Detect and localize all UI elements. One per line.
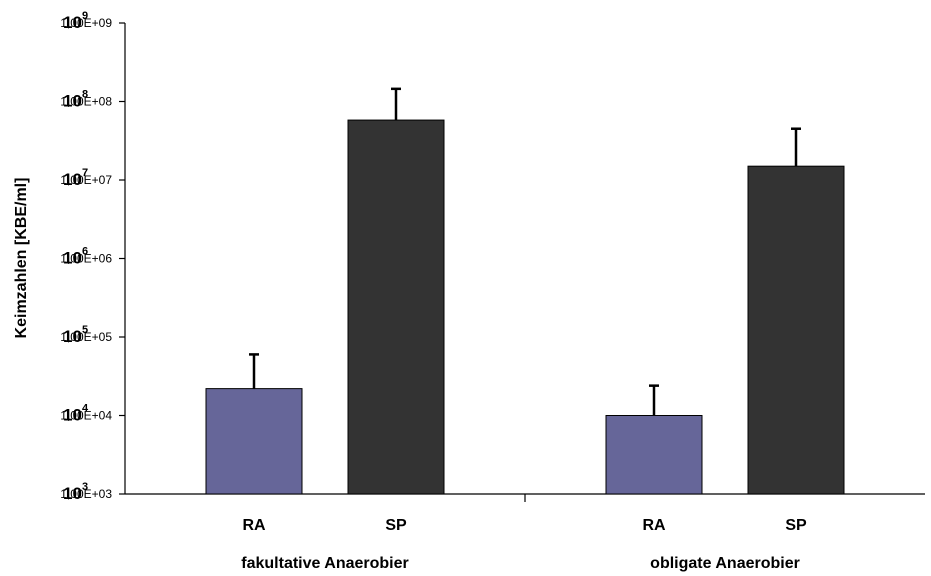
bar-ra (205, 388, 303, 495)
y-tick-label: 1,00E+04 (60, 409, 112, 423)
y-tick-label: 1,00E+03 (60, 487, 112, 501)
y-tick-power-base: 10 (63, 249, 82, 268)
bar-ra (605, 415, 703, 495)
y-tick-label: 1,00E+08 (60, 95, 112, 109)
bars (205, 87, 845, 495)
y-tick-power-base: 10 (63, 327, 82, 346)
y-tick-power-base: 10 (63, 92, 82, 111)
y-tick-power-exponent: 9 (82, 10, 88, 22)
y-tick-label: 1,00E+07 (60, 173, 112, 187)
y-tick-label: 1,00E+06 (60, 252, 112, 266)
group-label: fakultative Anaerobier (241, 555, 408, 572)
y-tick-power-exponent: 5 (82, 324, 88, 336)
category-label: RA (242, 517, 266, 534)
category-label: SP (785, 517, 807, 534)
y-tick-power-base: 10 (63, 484, 82, 503)
category-label: RA (642, 517, 666, 534)
y-tick-label: 1,00E+05 (60, 330, 112, 344)
y-tick-label: 1,00E+09 (60, 16, 112, 30)
bar-sp (747, 165, 845, 495)
y-tick-power-exponent: 3 (82, 481, 88, 493)
y-tick-power-exponent: 4 (82, 403, 89, 415)
y-tick-power-exponent: 8 (82, 89, 88, 101)
category-label: SP (385, 517, 407, 534)
y-tick-power-base: 10 (63, 406, 82, 425)
x-labels: RA SP fakultative Anaerobier RA SP obligate A… (241, 494, 807, 572)
group-label: obligate Anaerobier (650, 555, 800, 572)
y-axis-title: Keimzahlen [KBE/ml] (13, 178, 30, 339)
y-tick-power-exponent: 6 (82, 246, 88, 258)
y-tick-power-base: 10 (63, 170, 82, 189)
y-tick-power-exponent: 7 (82, 167, 88, 179)
y-tick-power-base: 10 (63, 13, 82, 32)
bar-sp (347, 119, 445, 495)
